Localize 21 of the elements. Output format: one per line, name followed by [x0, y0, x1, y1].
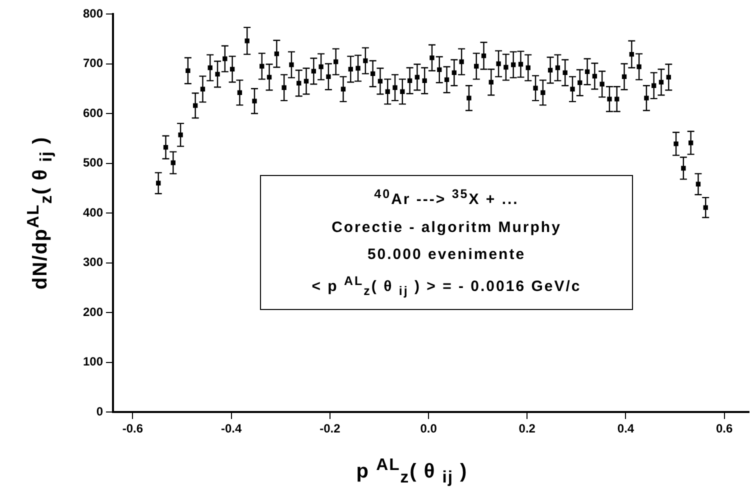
annotation: Corectie - algoritm Murphy: [332, 218, 562, 236]
y-tick-label: 400: [82, 205, 104, 220]
y-tick-label: 300: [82, 255, 104, 270]
y-tick-label: 0: [96, 404, 104, 418]
x-tick-label: 0.0: [420, 422, 438, 436]
y-tick-label: 700: [82, 56, 104, 70]
x-tick-label: -0.2: [320, 422, 341, 436]
y-tick-label: 800: [82, 6, 104, 20]
annotation: $^{40}$Ar ---> $^{35}$X + ...: [374, 187, 519, 208]
annotation: 50.000 evenimente: [367, 246, 526, 264]
x-tick-label: -0.6: [122, 422, 144, 436]
y-tick-label: 200: [82, 304, 104, 319]
x-axis-title: p $^{AL}$$_{z}$( θ $_{ij}$ ): [355, 455, 469, 488]
y-tick-label: 100: [82, 354, 104, 369]
annotation: < p $^{AL}$$_{z}$( θ $_{ij}$ ) > = - 0.0016 GeV/c: [312, 274, 582, 298]
x-tick-label: -0.4: [220, 422, 242, 436]
y-tick-label: 600: [82, 106, 104, 120]
x-tick-label: 0.6: [716, 422, 734, 436]
x-tick-label: 0.2: [518, 422, 536, 436]
y-tick-label: 500: [82, 156, 104, 170]
x-tick-label: 0.4: [617, 422, 634, 436]
